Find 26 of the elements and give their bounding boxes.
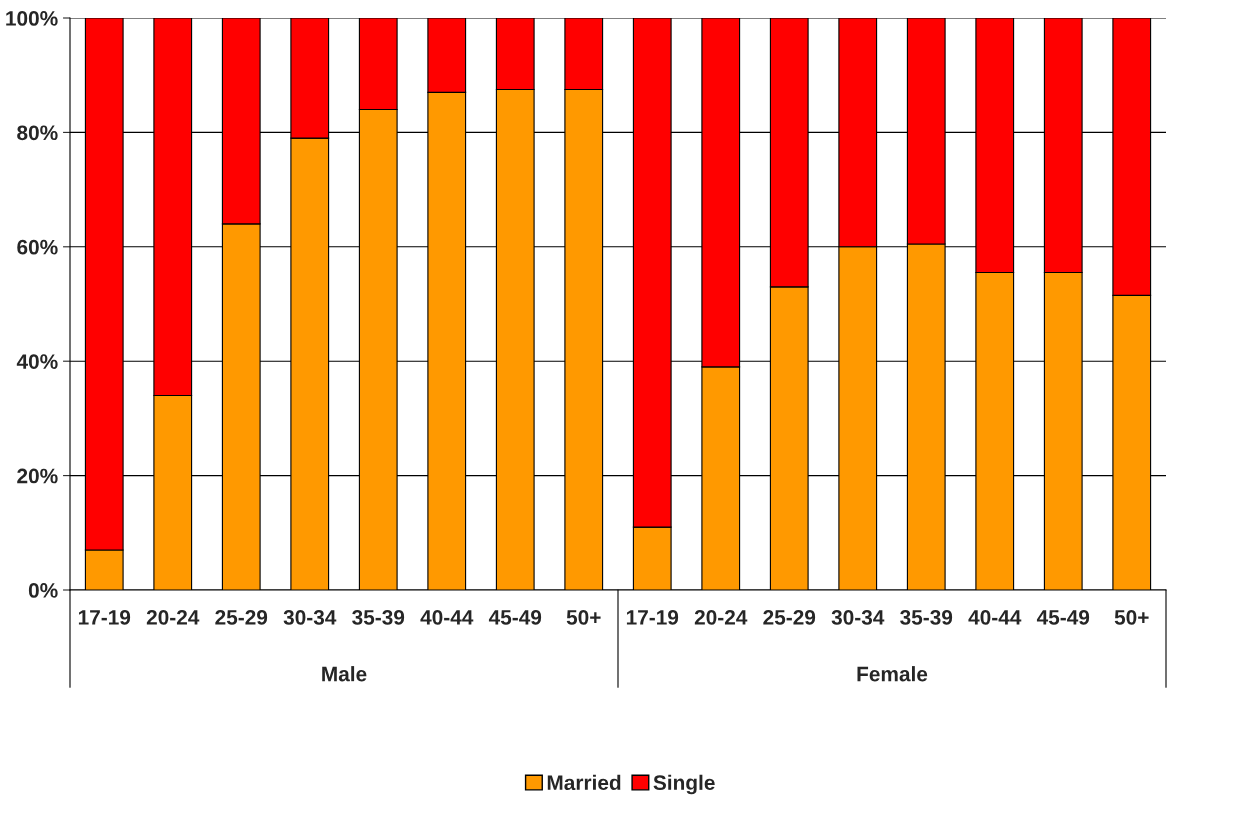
legend-label: Single	[653, 774, 715, 795]
legend-label: Married	[547, 774, 621, 791]
x-tick-label: 35-39	[900, 609, 953, 625]
x-tick-label: 40-44	[968, 609, 1022, 625]
x-tick-label: 20-24	[146, 609, 200, 625]
text: Male	[322, 666, 367, 682]
y-tick-label: 60%	[17, 239, 58, 255]
y-tick-label: 80%	[17, 125, 58, 141]
x-tick-label: 50+	[566, 609, 601, 625]
x-tick-label: 45-49	[488, 609, 542, 625]
x-tick-label: 40-44	[420, 609, 474, 625]
x-tick-label: 17-19	[626, 609, 679, 625]
x-tick-label: 50+	[1114, 609, 1149, 625]
x-tick-label: 25-29	[763, 609, 816, 625]
x-tick-label: 17-19	[78, 609, 131, 625]
y-tick-label: 100%	[6, 11, 58, 26]
y-tick-label: 40%	[16, 354, 58, 369]
x-tick-label: 25-29	[215, 609, 268, 625]
text: Female	[857, 666, 928, 682]
x-tick-label: 45-49	[1036, 609, 1090, 625]
x-tick-label: 30-34	[831, 609, 885, 625]
x-tick-label: 35-39	[352, 609, 405, 625]
x-tick-label: 30-34	[283, 609, 337, 625]
y-tick-label: 0%	[28, 583, 58, 598]
y-tick-label: 20%	[17, 468, 58, 484]
x-tick-label: 20-24	[694, 609, 748, 625]
